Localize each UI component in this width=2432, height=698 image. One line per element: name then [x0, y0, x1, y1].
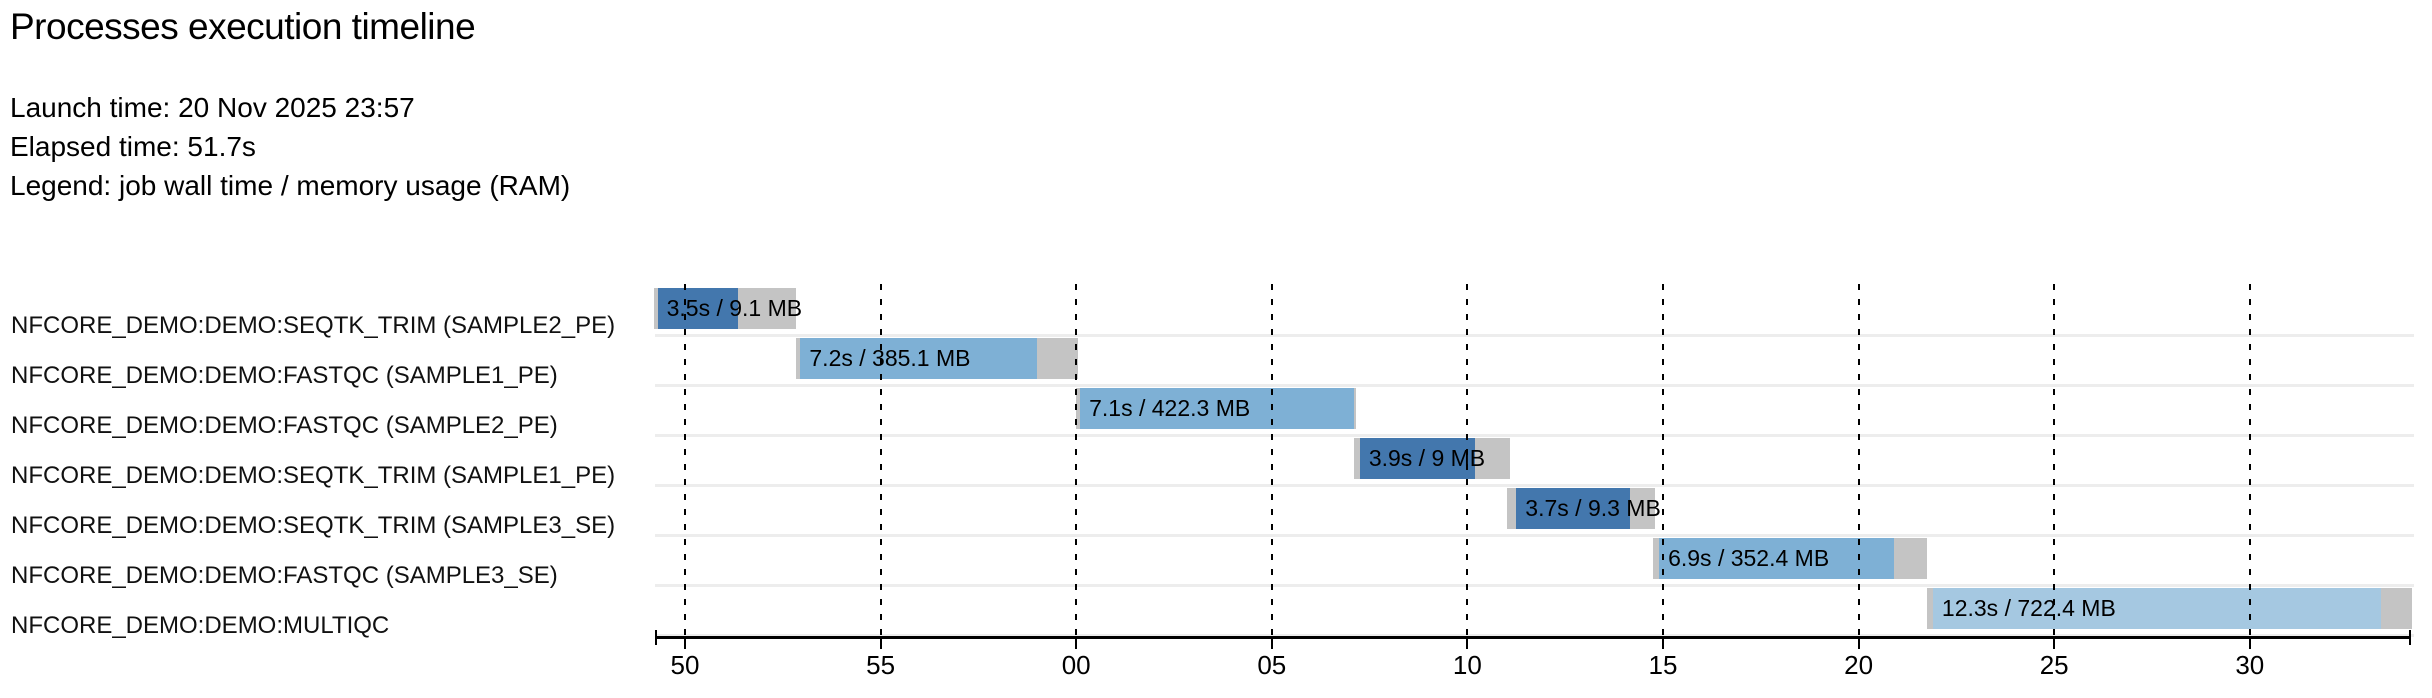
task-row-label: NFCORE_DEMO:DEMO:FASTQC (SAMPLE1_PE)	[11, 362, 558, 389]
x-axis-tick-label: 25	[2039, 650, 2069, 680]
x-axis-tick	[1466, 639, 1469, 649]
gridline	[1270, 284, 1273, 636]
task-bar	[1653, 538, 1928, 579]
legend-note: Legend: job wall time / memory usage (RA…	[10, 170, 571, 201]
gridline	[1075, 284, 1078, 636]
gridline	[684, 284, 686, 636]
report-title: Processes execution timeline	[10, 6, 476, 47]
row-separator	[655, 334, 2414, 337]
task-bar	[1353, 438, 1511, 479]
x-axis-tick	[1270, 639, 1273, 649]
x-axis-domain	[655, 636, 2411, 639]
task-bar-run	[1516, 488, 1630, 529]
task-bar-label: 12.3s / 722.4 MB	[1941, 595, 2116, 621]
gridline	[2053, 284, 2056, 636]
gridline	[879, 284, 882, 636]
task-bar-label: 7.1s / 422.3 MB	[1089, 395, 1251, 421]
x-axis-tick-label: 30	[2235, 650, 2265, 680]
task-bar-label: 6.9s / 352.4 MB	[1668, 545, 1830, 571]
x-axis-tick-label: 55	[866, 650, 896, 680]
elapsed-time: Elapsed time: 51.7s	[10, 131, 256, 162]
task-bar	[796, 338, 1079, 379]
task-bar	[653, 288, 797, 329]
task-bar-run	[1659, 538, 1894, 579]
task-bar-run	[657, 288, 738, 329]
gridline	[1466, 284, 1469, 636]
x-axis-tick-label: 00	[1061, 650, 1091, 680]
x-axis-tick	[2248, 639, 2251, 649]
x-axis-tick-label: 15	[1648, 650, 1678, 680]
task-bar-run	[800, 338, 1038, 379]
gridline	[1662, 284, 1664, 636]
task-row-label: NFCORE_DEMO:DEMO:SEQTK_TRIM (SAMPLE2_PE)	[11, 312, 616, 339]
x-axis-tick-label: 10	[1452, 650, 1482, 680]
task-bar-run	[1080, 388, 1354, 429]
task-bar-label: 3.9s / 9 MB	[1368, 445, 1486, 471]
launch-time: Launch time: 20 Nov 2025 23:57	[10, 92, 415, 123]
x-axis-tick	[1857, 639, 1860, 649]
x-axis-tick	[1075, 639, 1078, 649]
task-bar-run	[1932, 588, 2381, 629]
row-separator	[655, 384, 2414, 387]
task-bar-run	[1359, 438, 1476, 479]
x-axis-tick	[2053, 639, 2056, 649]
row-separator	[655, 484, 2414, 487]
task-bar-label: 3.5s / 9.1 MB	[666, 295, 803, 321]
report-meta: Launch time: 20 Nov 2025 23:57 Elapsed t…	[10, 88, 570, 205]
x-axis-tick-label: 05	[1257, 650, 1287, 680]
task-row-label: NFCORE_DEMO:DEMO:FASTQC (SAMPLE2_PE)	[11, 412, 558, 439]
x-axis-end-cap	[655, 630, 657, 645]
gridline	[1857, 284, 1860, 636]
task-bar	[1076, 388, 1356, 429]
row-separator	[655, 584, 2414, 587]
x-axis-tick	[879, 639, 882, 649]
x-axis-tick	[684, 639, 686, 649]
x-axis-tick	[1662, 639, 1664, 649]
task-bar	[1927, 588, 2413, 629]
task-bar-label: 7.2s / 385.1 MB	[809, 345, 971, 371]
x-axis-tick-label: 50	[670, 650, 700, 680]
gridline	[2248, 284, 2251, 636]
task-row-label: NFCORE_DEMO:DEMO:FASTQC (SAMPLE3_SE)	[11, 562, 558, 589]
x-axis-end-cap	[2409, 630, 2411, 645]
task-row-label: NFCORE_DEMO:DEMO:SEQTK_TRIM (SAMPLE1_PE)	[11, 462, 616, 489]
row-separator	[655, 634, 2414, 637]
row-separator	[655, 534, 2414, 537]
task-bar	[1506, 488, 1656, 529]
x-axis-tick-label: 20	[1844, 650, 1874, 680]
task-row-label: NFCORE_DEMO:DEMO:SEQTK_TRIM (SAMPLE3_SE)	[11, 512, 616, 539]
task-bar-label: 3.7s / 9.3 MB	[1525, 495, 1661, 521]
row-separator	[655, 434, 2414, 437]
task-row-label: NFCORE_DEMO:DEMO:MULTIQC	[11, 612, 390, 639]
